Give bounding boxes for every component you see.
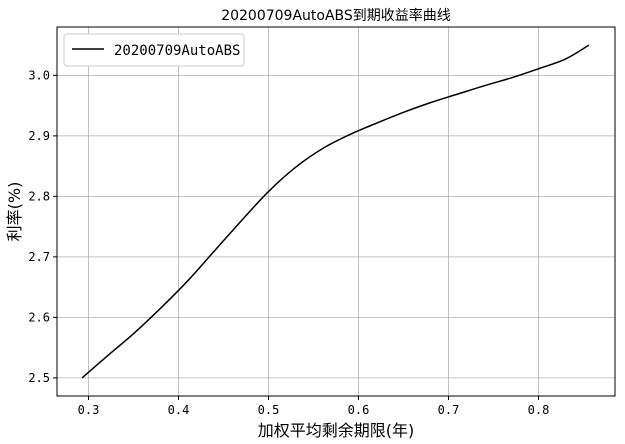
y-tick-label: 2.5: [28, 371, 50, 385]
legend: 20200709AutoABS: [63, 33, 245, 67]
x-tick-label: 0.7: [438, 403, 460, 417]
grid-lines: [57, 27, 615, 396]
y-tick-label: 2.9: [28, 129, 50, 143]
x-tick-label: 0.5: [258, 403, 280, 417]
y-tick-label: 2.7: [28, 250, 50, 264]
x-tick-label: 0.8: [528, 403, 550, 417]
y-axis-title: 利率(%): [5, 182, 24, 242]
series-line: [81, 44, 590, 379]
y-tick-label: 2.6: [28, 310, 50, 324]
plot-frame: [56, 26, 616, 397]
y-tick-label: 2.8: [28, 189, 50, 203]
chart-title: 20200709AutoABS到期收益率曲线: [221, 7, 451, 24]
y-axis-ticks: 2.5 2.6 2.7 2.8 2.9 3.0: [28, 68, 57, 385]
x-axis-ticks: 0.3 0.4 0.5 0.6 0.7 0.8: [78, 396, 550, 417]
x-tick-label: 0.6: [348, 403, 370, 417]
y-tick-label: 3.0: [28, 68, 50, 82]
series-layer: [81, 44, 590, 379]
x-axis-title: 加权平均剩余期限(年): [258, 421, 415, 440]
x-tick-label: 0.4: [168, 403, 190, 417]
legend-label: 20200709AutoABS: [114, 43, 240, 59]
x-tick-label: 0.3: [78, 403, 100, 417]
legend-box: [63, 33, 245, 67]
